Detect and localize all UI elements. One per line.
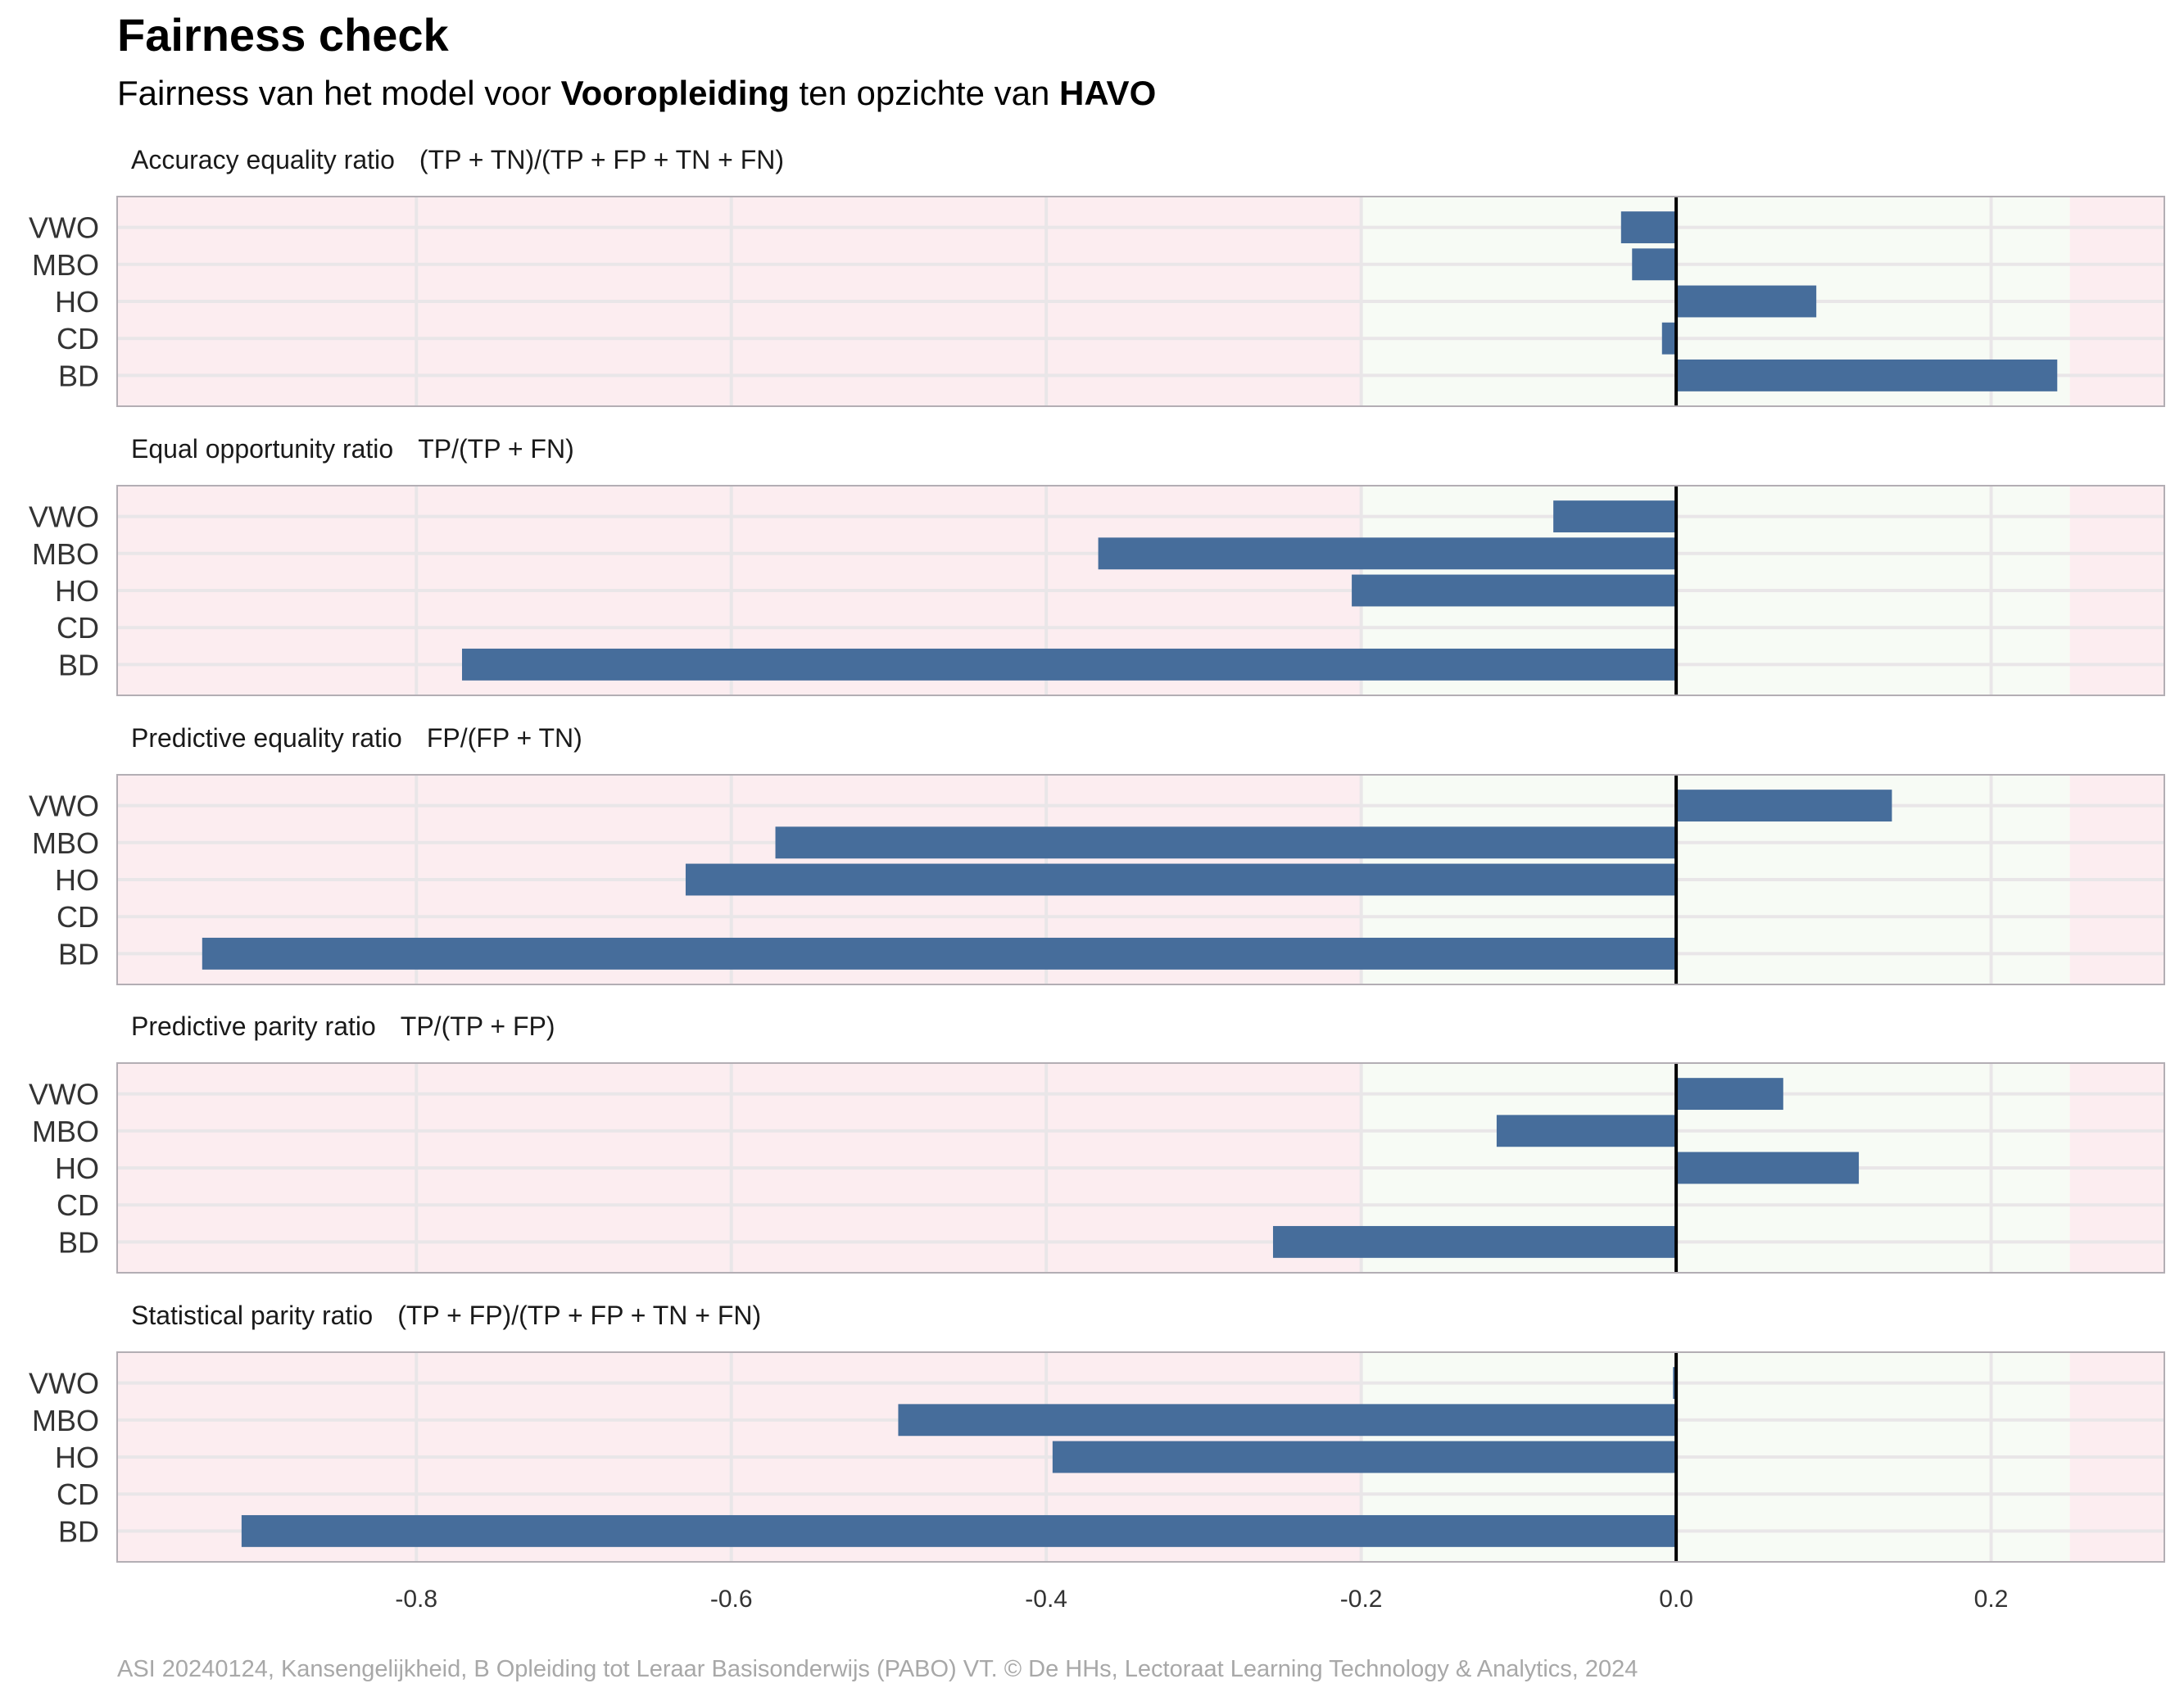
bar — [1676, 790, 1892, 822]
category-label: BD — [58, 359, 99, 392]
subtitle-middle: ten opzichte van — [789, 74, 1060, 112]
panel-metric-formula: (TP + FP)/(TP + FP + TN + FN) — [397, 1301, 761, 1330]
category-label: HO — [55, 574, 99, 608]
category-label: CD — [57, 322, 99, 355]
bar — [1272, 1225, 1677, 1258]
bar — [1098, 537, 1677, 570]
panel-strip-label: Accuracy equality ratio (TP + TN)/(TP + F… — [131, 145, 784, 174]
category-label: BD — [58, 1514, 99, 1548]
category-label: VWO — [29, 790, 99, 823]
category-label: CD — [57, 1477, 99, 1511]
panel-border — [116, 196, 2165, 407]
x-tick-label: 0.0 — [1659, 1586, 1693, 1613]
chart-caption: ASI 20240124, Kansengelijkheid, B Opleid… — [117, 1656, 1638, 1682]
panel-strip-label: Statistical parity ratio (TP + FP)/(TP + … — [131, 1301, 761, 1330]
bar — [1620, 211, 1677, 244]
bar — [1352, 574, 1677, 607]
x-tick-label: 0.2 — [1974, 1586, 2009, 1613]
category-label: MBO — [32, 826, 99, 860]
bar — [241, 1514, 1677, 1547]
panel-strip-label: Equal opportunity ratio TP/(TP + FN) — [131, 434, 574, 464]
category-label: MBO — [32, 537, 99, 571]
category-label: BD — [58, 648, 99, 681]
panel-border — [116, 485, 2165, 696]
panel-metric-name: Predictive parity ratio — [131, 1011, 376, 1041]
x-tick-label: -0.2 — [1340, 1586, 1383, 1613]
panel-metric-formula: TP/(TP + FP) — [401, 1011, 555, 1041]
x-tick-label: -0.4 — [1025, 1586, 1067, 1613]
bar — [685, 863, 1677, 896]
panel-metric-formula: TP/(TP + FN) — [418, 434, 574, 464]
bar — [775, 826, 1677, 859]
panel-strip-label: Predictive equality ratio FP/(FP + TN) — [131, 723, 582, 753]
panel-metric-name: Predictive equality ratio — [131, 723, 402, 753]
category-label: CD — [57, 611, 99, 645]
bar — [202, 937, 1677, 970]
panel-strip-label: Predictive parity ratio TP/(TP + FP) — [131, 1011, 555, 1041]
chart-subtitle: Fairness van het model voor Vooropleidin… — [117, 74, 1156, 113]
bar — [1553, 500, 1677, 533]
category-label: HO — [55, 1441, 99, 1474]
panel-metric-formula: (TP + TN)/(TP + FP + TN + FN) — [419, 145, 784, 174]
category-label: MBO — [32, 248, 99, 282]
bar — [1676, 285, 1817, 318]
subtitle-reference-group: HAVO — [1059, 74, 1157, 112]
bar — [461, 648, 1677, 681]
bar — [1496, 1115, 1677, 1147]
category-label: MBO — [32, 1115, 99, 1148]
panel-metric-formula: FP/(FP + TN) — [427, 723, 582, 753]
panel-border — [116, 1351, 2165, 1563]
bar — [1676, 1152, 1860, 1184]
category-label: BD — [58, 1225, 99, 1259]
category-label: HO — [55, 285, 99, 319]
category-label: VWO — [29, 1078, 99, 1111]
bar — [1676, 1078, 1783, 1111]
x-tick-label: -0.6 — [710, 1586, 753, 1613]
category-label: BD — [58, 937, 99, 971]
bar — [898, 1404, 1677, 1437]
bar — [1661, 322, 1677, 355]
subtitle-variable: Vooropleiding — [560, 74, 790, 112]
panel-metric-name: Statistical parity ratio — [131, 1301, 373, 1330]
category-label: CD — [57, 900, 99, 934]
panel-border — [116, 774, 2165, 985]
subtitle-prefix: Fairness van het model voor — [117, 74, 561, 112]
category-label: VWO — [29, 500, 99, 534]
bar — [1052, 1441, 1677, 1473]
category-label: HO — [55, 863, 99, 897]
category-label: HO — [55, 1152, 99, 1185]
bar — [1632, 248, 1677, 281]
panel-metric-name: Equal opportunity ratio — [131, 434, 393, 464]
bar — [1676, 359, 2058, 391]
panel-metric-name: Accuracy equality ratio — [131, 145, 395, 174]
category-label: MBO — [32, 1404, 99, 1437]
chart-title: Fairness check — [117, 9, 449, 61]
category-label: CD — [57, 1188, 99, 1222]
category-label: VWO — [29, 211, 99, 245]
panel-border — [116, 1062, 2165, 1274]
x-tick-label: -0.8 — [395, 1586, 437, 1613]
category-label: VWO — [29, 1367, 99, 1401]
